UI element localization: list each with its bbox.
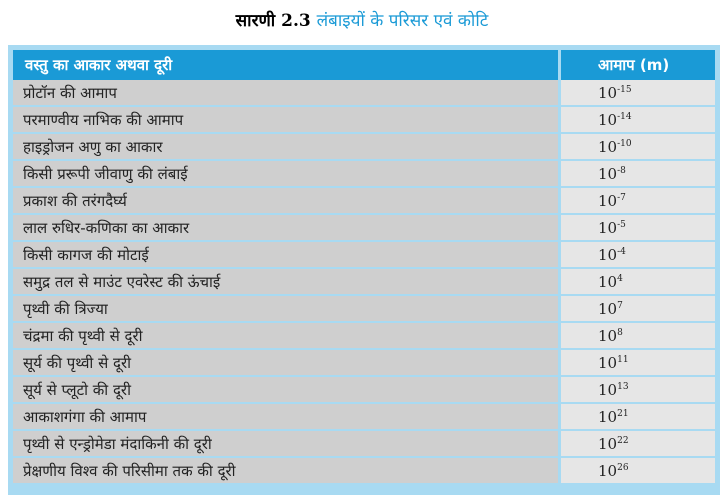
table-row: सूर्य की पृथ्वी से दूरी 1011 — [13, 350, 715, 377]
table-row: प्रोटॉन की आमाप 10-15 — [13, 80, 715, 107]
size-base: 10 — [598, 461, 618, 480]
size-value: 10-7 — [558, 188, 715, 215]
size-value: 1011 — [558, 350, 715, 377]
object-label: पृथ्वी से एन्ड्रोमेडा मंदाकिनी की दूरी — [13, 431, 558, 458]
size-value: 10-14 — [558, 107, 715, 134]
table-row: प्रकाश की तरंगदैर्घ्य 10-7 — [13, 188, 715, 215]
size-base: 10 — [598, 380, 618, 399]
table-row: किसी प्ररूपी जीवाणु की लंबाई 10-8 — [13, 161, 715, 188]
size-value: 10-10 — [558, 134, 715, 161]
size-value: 107 — [558, 296, 715, 323]
size-exponent: 4 — [617, 273, 623, 284]
size-base: 10 — [598, 407, 618, 426]
size-base: 10 — [598, 164, 618, 183]
table-row: आकाशगंगा की आमाप 1021 — [13, 404, 715, 431]
object-label: प्रोटॉन की आमाप — [13, 80, 558, 107]
table-number: सारणी 2.3 — [235, 11, 311, 31]
table-row: पृथ्वी की त्रिज्या 107 — [13, 296, 715, 323]
table-header-row: वस्तु का आकार अथवा दूरी आमाप (m) — [13, 50, 715, 80]
size-value: 108 — [558, 323, 715, 350]
size-exponent: -14 — [617, 111, 632, 122]
size-value: 1022 — [558, 431, 715, 458]
object-label: प्रकाश की तरंगदैर्घ्य — [13, 188, 558, 215]
table-row: लाल रुधिर-कणिका का आकार 10-5 — [13, 215, 715, 242]
size-value: 1026 — [558, 458, 715, 483]
object-label: हाइड्रोजन अणु का आकार — [13, 134, 558, 161]
object-label: आकाशगंगा की आमाप — [13, 404, 558, 431]
size-value: 1013 — [558, 377, 715, 404]
size-exponent: 13 — [617, 381, 629, 392]
size-value: 10-8 — [558, 161, 715, 188]
size-exponent: 8 — [617, 327, 623, 338]
size-base: 10 — [598, 110, 618, 129]
table-body: प्रोटॉन की आमाप 10-15 परमाण्वीय नाभिक की आ… — [13, 80, 715, 483]
size-base: 10 — [598, 326, 618, 345]
table-row: किसी कागज की मोटाई 10-4 — [13, 242, 715, 269]
table-row: हाइड्रोजन अणु का आकार 10-10 — [13, 134, 715, 161]
size-exponent: 21 — [617, 408, 629, 419]
table-row: समुद्र तल से माउंट एवरेस्ट की ऊंचाई 104 — [13, 269, 715, 296]
table-row: सूर्य से प्लूटो की दूरी 1013 — [13, 377, 715, 404]
size-exponent: -4 — [617, 246, 626, 257]
table-title: लंबाइयों के परिसर एवं कोटि — [316, 11, 489, 31]
object-label: सूर्य से प्लूटो की दूरी — [13, 377, 558, 404]
object-label: पृथ्वी की त्रिज्या — [13, 296, 558, 323]
table-frame: वस्तु का आकार अथवा दूरी आमाप (m) प्रोटॉन… — [8, 45, 720, 495]
size-value: 10-15 — [558, 80, 715, 107]
object-label: लाल रुधिर-कणिका का आकार — [13, 215, 558, 242]
lengths-table: वस्तु का आकार अथवा दूरी आमाप (m) प्रोटॉन… — [13, 50, 715, 483]
size-exponent: 22 — [617, 435, 629, 446]
size-value: 10-5 — [558, 215, 715, 242]
size-exponent: 26 — [617, 462, 629, 473]
object-label: परमाण्वीय नाभिक की आमाप — [13, 107, 558, 134]
size-base: 10 — [598, 218, 618, 237]
size-base: 10 — [598, 245, 618, 264]
table-row: प्रेक्षणीय विश्व की परिसीमा तक की दूरी 10… — [13, 458, 715, 483]
size-exponent: -10 — [617, 138, 632, 149]
size-exponent: -5 — [617, 219, 626, 230]
table-row: पृथ्वी से एन्ड्रोमेडा मंदाकिनी की दूरी 10… — [13, 431, 715, 458]
header-object: वस्तु का आकार अथवा दूरी — [13, 50, 558, 80]
object-label: सूर्य की पृथ्वी से दूरी — [13, 350, 558, 377]
header-size: आमाप (m) — [558, 50, 715, 80]
size-exponent: 11 — [617, 354, 629, 365]
object-label: चंद्रमा की पृथ्वी से दूरी — [13, 323, 558, 350]
size-base: 10 — [598, 299, 618, 318]
table-row: चंद्रमा की पृथ्वी से दूरी 108 — [13, 323, 715, 350]
size-exponent: -15 — [617, 84, 632, 95]
object-label: किसी प्ररूपी जीवाणु की लंबाई — [13, 161, 558, 188]
size-base: 10 — [598, 83, 618, 102]
size-value: 10-4 — [558, 242, 715, 269]
object-label: किसी कागज की मोटाई — [13, 242, 558, 269]
table-caption: सारणी 2.3 लंबाइयों के परिसर एवं कोटि — [0, 8, 724, 31]
size-base: 10 — [598, 353, 618, 372]
size-base: 10 — [598, 137, 618, 156]
size-base: 10 — [598, 434, 618, 453]
size-value: 104 — [558, 269, 715, 296]
size-value: 1021 — [558, 404, 715, 431]
size-exponent: 7 — [617, 300, 623, 311]
size-base: 10 — [598, 191, 618, 210]
table-row: परमाण्वीय नाभिक की आमाप 10-14 — [13, 107, 715, 134]
size-base: 10 — [598, 272, 618, 291]
size-exponent: -7 — [617, 192, 626, 203]
object-label: प्रेक्षणीय विश्व की परिसीमा तक की दूरी — [13, 458, 558, 483]
object-label: समुद्र तल से माउंट एवरेस्ट की ऊंचाई — [13, 269, 558, 296]
size-exponent: -8 — [617, 165, 626, 176]
